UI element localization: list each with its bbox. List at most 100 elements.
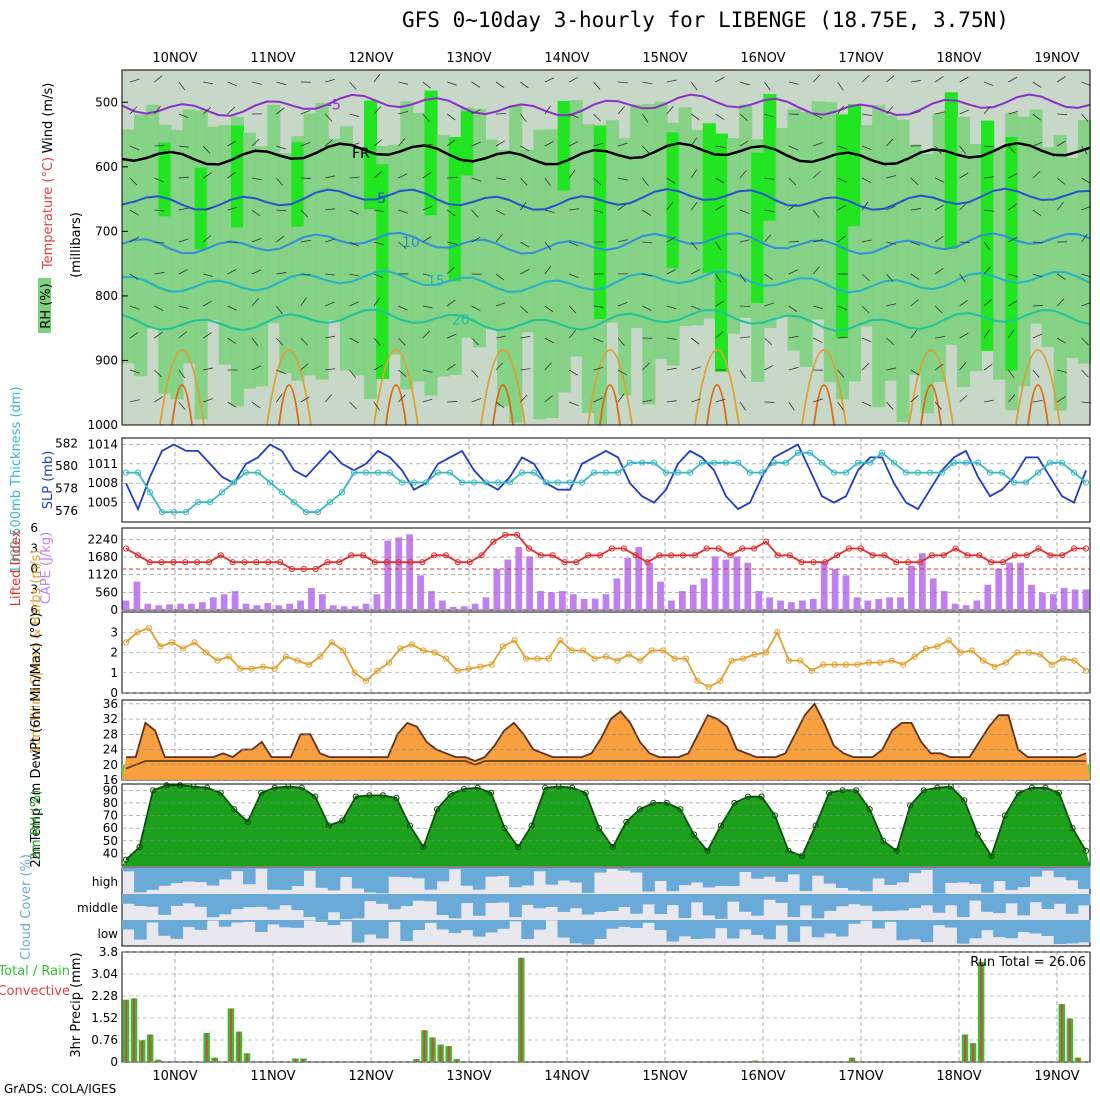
wind-barb [276, 235, 285, 243]
thickness-point [1010, 479, 1018, 486]
wind-speed-point [500, 643, 507, 650]
wind-barb [202, 172, 212, 179]
wind-barb [447, 241, 458, 245]
wind-barb [202, 300, 213, 307]
rh-bright-fill [291, 142, 305, 227]
lifted-index-point [146, 559, 153, 566]
wind-barb [569, 76, 579, 83]
wind-barb [666, 143, 677, 147]
wind-barb [690, 241, 698, 251]
pressure-tick-label: 900 [95, 353, 118, 367]
thickness-point [446, 469, 454, 476]
thickness-line [126, 451, 1087, 513]
precip-convective-bar [237, 1031, 240, 1062]
rh-point [285, 783, 292, 790]
temperature-axis-label: 2m Temp 2m DewPt (6hr Min/Max) (°C) [29, 613, 44, 868]
cloud-cell [400, 920, 413, 942]
wind-barb [1056, 273, 1066, 280]
thickness-point [290, 499, 298, 506]
wind-barb [178, 401, 186, 410]
cloud-cell [848, 920, 861, 924]
cape-bar [155, 605, 163, 610]
wind-speed-point [1014, 649, 1021, 656]
wind-barb [178, 369, 186, 379]
date-label-bottom: 13NOV [446, 1069, 491, 1084]
rh-mid-fill [194, 110, 208, 420]
wind-barb [764, 209, 775, 213]
rh-point [352, 793, 359, 800]
wind-barb [495, 335, 506, 339]
rh-mid-fill [654, 101, 668, 359]
cape-bar [602, 594, 610, 610]
upper-air-frame [121, 69, 1091, 426]
isotherm-25 [266, 349, 312, 426]
wind-barb [544, 265, 552, 275]
wind-barb [300, 297, 307, 307]
wind-barb [349, 369, 357, 379]
cloud-cell [618, 868, 631, 871]
wind-barb [715, 331, 724, 339]
wind-barb [959, 332, 969, 339]
cloud-cell [811, 894, 825, 919]
wind-barb [886, 138, 894, 147]
cloud-cell [460, 894, 474, 904]
cloud-cell [678, 920, 692, 937]
rh-mid-fill [787, 109, 801, 351]
lifted-index-point [241, 559, 248, 566]
wind-barb [715, 300, 725, 307]
pressure-axis-label: (millibars) [69, 212, 84, 278]
thickness-point [638, 459, 646, 466]
lifted-index-point [644, 559, 651, 566]
cloud-cell [243, 868, 256, 885]
rh-mid-fill [400, 101, 414, 390]
wind-barb [520, 305, 528, 314]
cloud-cell [436, 920, 450, 930]
precip-axis-label: 3hr Precip (mm) [69, 952, 84, 1057]
wind-barb [154, 241, 165, 244]
wind-barb [471, 81, 481, 88]
cloud-cell [690, 868, 704, 883]
wind-barb [349, 241, 359, 247]
cloud-cell [981, 894, 994, 912]
cloud-cell [267, 920, 280, 925]
lifted-index-point [1011, 552, 1018, 559]
wind-speed-point [842, 661, 850, 668]
rh-mid-fill [243, 132, 257, 389]
wind-speed-point [751, 651, 758, 658]
cape-bar [951, 603, 959, 610]
thickness-point [494, 479, 502, 486]
isotherm-30 [1027, 384, 1049, 426]
rh-bright-fill [714, 133, 728, 372]
wind-barb [471, 398, 482, 403]
wind-tick-label: 2 [110, 646, 118, 660]
cape-bar [395, 537, 403, 610]
cloud-cell [739, 868, 752, 873]
wind-barb [471, 141, 481, 147]
precip-convective-bar [133, 998, 136, 1062]
wind-barb [739, 113, 748, 121]
wind-barb [544, 395, 553, 403]
wind-barb [861, 362, 870, 371]
wind-barb [1008, 329, 1015, 339]
wind-barb [861, 74, 870, 83]
wind-barb [398, 138, 406, 147]
wind-barb [251, 209, 261, 217]
wind-barb [227, 140, 237, 147]
wind-barb [1057, 369, 1067, 373]
precip-tick-label: 1.52 [91, 1011, 118, 1025]
rh-mid-fill [896, 119, 910, 422]
cloud-cell [339, 894, 353, 920]
wind-barb [324, 113, 333, 122]
rh-mid-fill [920, 154, 934, 414]
cloud-cell [702, 920, 716, 939]
cloud-cell [727, 920, 740, 939]
wind-barb [788, 305, 798, 313]
wind-speed-point [614, 657, 621, 664]
thickness-point [950, 459, 958, 466]
cloud-cell [1077, 868, 1091, 889]
wind-barb [373, 273, 384, 279]
cape-tick-label: 2240 [87, 532, 118, 546]
wind-barb [569, 113, 579, 119]
cloud-cell [630, 920, 643, 928]
